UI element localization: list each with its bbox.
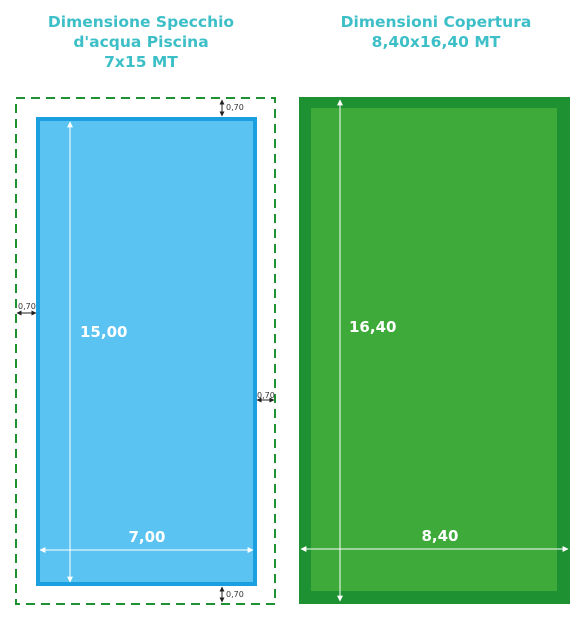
- height-label: 15,00: [80, 323, 127, 341]
- cover-inner: [311, 108, 557, 591]
- margin-label: 0,70: [257, 391, 275, 400]
- left-title: Dimensione Specchio: [48, 13, 234, 31]
- margin-label: 0,70: [226, 103, 244, 112]
- right-title: 8,40x16,40 MT: [372, 33, 501, 51]
- left-title: d'acqua Piscina: [73, 33, 208, 51]
- height-label: 16,40: [349, 318, 396, 336]
- margin-label: 0,70: [18, 302, 36, 311]
- width-label: 7,00: [128, 528, 165, 546]
- left-title: 7x15 MT: [104, 53, 178, 71]
- margin-label: 0,70: [226, 590, 244, 599]
- pool: [36, 117, 257, 586]
- right-title: Dimensioni Copertura: [341, 13, 532, 31]
- margin-outline: [15, 97, 276, 605]
- width-label: 8,40: [421, 527, 458, 545]
